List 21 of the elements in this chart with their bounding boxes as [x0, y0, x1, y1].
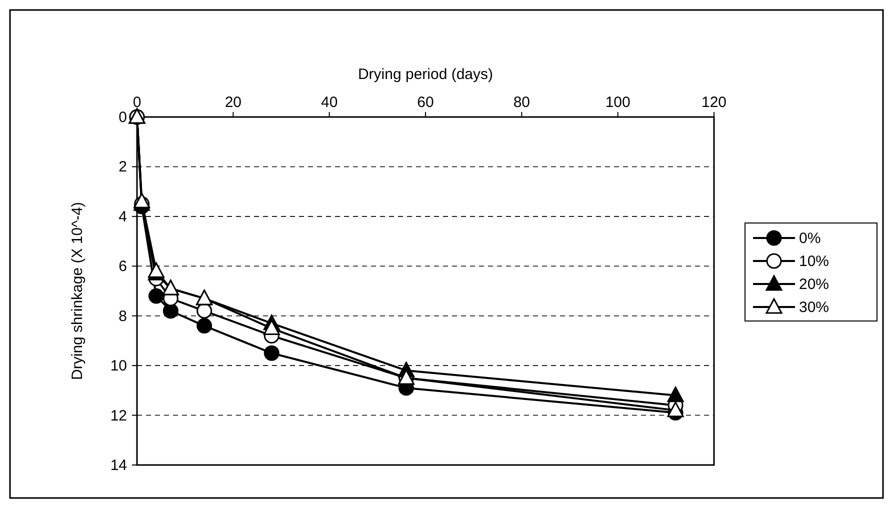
- y-tick-label: 14: [110, 457, 127, 474]
- x-tick-label: 80: [513, 94, 530, 111]
- x-tick-label: 20: [224, 94, 242, 111]
- legend-label: 30%: [799, 299, 830, 316]
- y-tick-label: 12: [110, 407, 127, 424]
- x-axis-title: Drying period (days): [358, 66, 494, 83]
- x-tick-label: 120: [701, 94, 727, 111]
- y-axis-title: Drying shrinkage (X 10^-4): [69, 202, 86, 380]
- legend-label: 0%: [799, 230, 821, 247]
- legend-label: 20%: [799, 276, 830, 293]
- x-tick-label: 100: [605, 94, 630, 111]
- x-tick-label: 60: [417, 94, 434, 111]
- legend-label: 10%: [799, 253, 830, 270]
- y-tick-label: 4: [118, 208, 127, 226]
- y-tick-label: 6: [118, 258, 127, 276]
- y-tick-label: 8: [118, 308, 127, 325]
- y-tick-label: 10: [110, 358, 127, 375]
- x-tick-label: 0: [132, 94, 142, 111]
- x-tick-label: 40: [320, 94, 338, 111]
- y-tick-label: 2: [118, 158, 127, 176]
- y-tick-label: 0: [118, 109, 127, 126]
